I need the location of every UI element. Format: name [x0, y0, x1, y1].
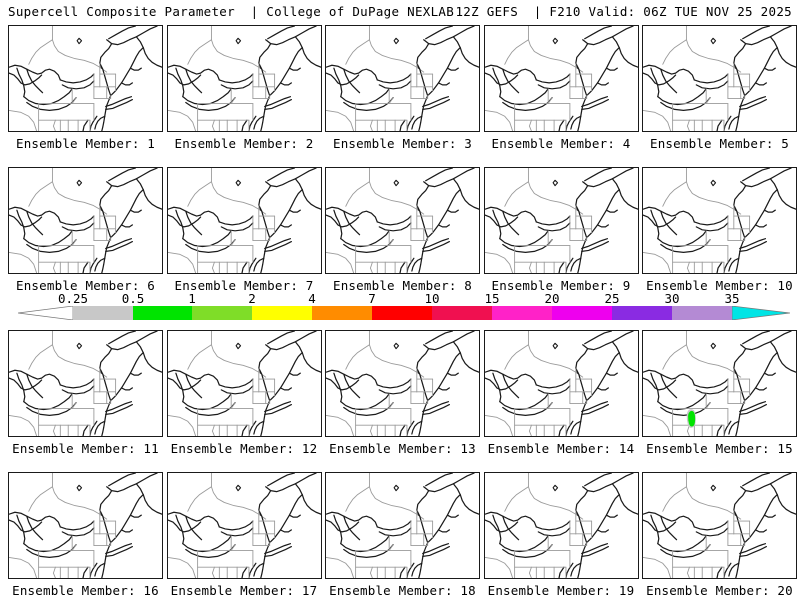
colorbar-tick-label: 25 [604, 291, 620, 306]
page-header: Supercell Composite Parameter | College … [0, 0, 800, 24]
ensemble-member-label: Ensemble Member: 7 [174, 278, 314, 293]
ensemble-member-panel [642, 330, 797, 437]
colorbar: 0.25 0.5 1 2 4 7 10 15 20 25 30 35 [0, 292, 800, 324]
ensemble-member-label: Ensemble Member: 14 [487, 441, 635, 456]
colorbar-band [492, 306, 552, 320]
ensemble-member-panel [483, 330, 639, 437]
header-model-run: 12Z GEFS [455, 4, 519, 19]
ensemble-member-panel [166, 25, 322, 132]
colorbar-tick-label: 2 [248, 291, 256, 306]
colorbar-band [612, 306, 672, 320]
ensemble-member-label: Ensemble Member: 8 [332, 278, 473, 293]
header-left-text: Supercell Composite Parameter | College … [8, 4, 454, 19]
colorbar-tick-label: 30 [664, 291, 680, 306]
header-divider: | [250, 4, 259, 19]
ensemble-member-label: Ensemble Member: 17 [170, 583, 318, 598]
colorbar-tick-label: 1 [188, 291, 196, 306]
ensemble-member-label: Ensemble Member: 10 [646, 278, 793, 293]
ensemble-member-panel [642, 25, 797, 132]
colorbar-tick-label: 7 [368, 291, 376, 306]
ensemble-member-panel [642, 167, 797, 274]
header-divider-2: | [533, 4, 542, 19]
ensemble-member-label: Ensemble Member: 1 [15, 136, 156, 151]
ensemble-member-panel [8, 330, 163, 437]
ensemble-member-panel [8, 25, 163, 132]
colorbar-band [672, 306, 732, 320]
ensemble-member-label: Ensemble Member: 2 [174, 136, 314, 151]
ensemble-member-label: Ensemble Member: 15 [646, 441, 793, 456]
ensemble-member-label: Ensemble Member: 3 [332, 136, 473, 151]
ensemble-member-label: Ensemble Member: 11 [12, 441, 159, 456]
colorbar-tick-label: 35 [724, 291, 740, 306]
ensemble-member-panel [8, 167, 163, 274]
colorbar-tick-label: 15 [484, 291, 500, 306]
colorbar-band [552, 306, 612, 320]
colorbar-band [312, 306, 372, 320]
ensemble-member-label: Ensemble Member: 12 [170, 441, 318, 456]
ensemble-member-label: Ensemble Member: 6 [15, 278, 156, 293]
colorbar-band [192, 306, 252, 320]
ensemble-member-panel [166, 167, 322, 274]
colorbar-tick-label: 0.5 [121, 291, 145, 306]
colorbar-tick-label: 0.25 [57, 291, 89, 306]
ensemble-member-panel [483, 472, 639, 579]
colorbar-right-cap [732, 306, 790, 320]
ensemble-member-label: Ensemble Member: 13 [329, 441, 476, 456]
ensemble-member-label: Ensemble Member: 16 [12, 583, 159, 598]
colorbar-tick-labels: 0.25 0.5 1 2 4 7 10 15 20 25 30 35 [0, 292, 800, 307]
colorbar-band [252, 306, 312, 320]
page-title: Supercell Composite Parameter [8, 4, 235, 19]
ensemble-member-panel [8, 472, 163, 579]
ensemble-member-label: Ensemble Member: 19 [487, 583, 635, 598]
ensemble-member-panel [483, 25, 639, 132]
colorbar-band [73, 306, 133, 320]
ensemble-member-panel [325, 167, 480, 274]
ensemble-member-panel [642, 472, 797, 579]
ensemble-member-label: Ensemble Member: 20 [646, 583, 793, 598]
ensemble-member-panel [325, 472, 480, 579]
colorbar-band [133, 306, 192, 320]
colorbar-tick-label: 4 [308, 291, 316, 306]
colorbar-tick-label: 10 [424, 291, 440, 306]
ensemble-member-label: Ensemble Member: 4 [491, 136, 631, 151]
colorbar-left-cap [18, 306, 73, 320]
header-right-text: 12Z GEFS | F210 Valid: 06Z TUE NOV 25 20… [455, 4, 792, 19]
colorbar-tick-label: 20 [544, 291, 560, 306]
ensemble-member-panel [166, 330, 322, 437]
header-forecast-valid: F210 Valid: 06Z TUE NOV 25 2025 [549, 4, 792, 19]
ensemble-member-panel [325, 330, 480, 437]
colorbar-band [372, 306, 432, 320]
ensemble-member-label: Ensemble Member: 18 [329, 583, 476, 598]
ensemble-member-panel [325, 25, 480, 132]
ensemble-member-label: Ensemble Member: 5 [649, 136, 790, 151]
ensemble-member-label: Ensemble Member: 9 [491, 278, 631, 293]
ensemble-member-panel [166, 472, 322, 579]
ensemble-member-panel [483, 167, 639, 274]
header-source: College of DuPage NEXLAB [266, 4, 455, 19]
colorbar-band [432, 306, 492, 320]
